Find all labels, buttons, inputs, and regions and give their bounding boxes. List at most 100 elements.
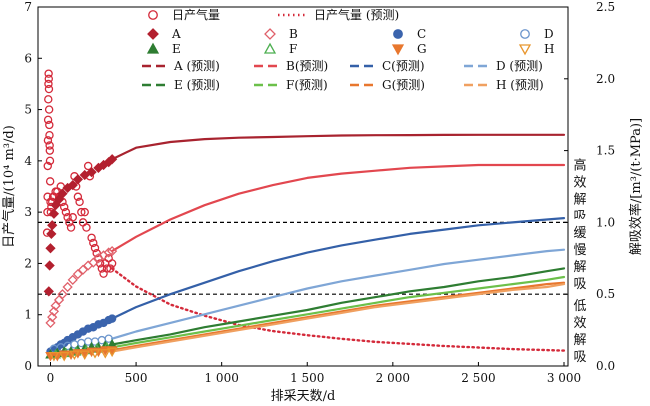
data-point-B [67, 274, 78, 285]
legend-item-H: H [518, 42, 554, 56]
data-point-daily_obs [73, 192, 83, 201]
legend-item-A: A [147, 27, 181, 41]
data-point-daily_obs [75, 197, 84, 207]
data-point-daily_obs [106, 264, 115, 273]
zone-char: 高 [573, 157, 586, 173]
legend-marker-E [146, 42, 160, 54]
legend-marker-D [520, 29, 530, 39]
legend-item-G_pred: G(预测) [350, 78, 425, 92]
y2-tick-label: 1.5 [596, 144, 615, 158]
data-point-B [47, 312, 58, 323]
zone-char: 吸 [573, 350, 586, 365]
y-tick-label: 0 [24, 359, 32, 373]
series-line-H_pred [110, 283, 566, 353]
legend-marker-F [263, 42, 277, 54]
data-point-A [44, 260, 55, 271]
data-point-G [99, 346, 111, 356]
data-point-A [57, 188, 68, 199]
axes: 0 500 1 000 1 500 2 000 2 500 3 000 0 1 2 3 4 5 6 7 0.0… [24, 0, 615, 385]
data-point-daily_obs [45, 130, 54, 140]
y-tick-label: 1 [24, 308, 32, 322]
data-point-A [47, 220, 58, 231]
series-line-F_pred [110, 275, 566, 349]
zone-char: 解 [573, 260, 586, 275]
legend-item-B_pred: B(预测) [254, 59, 328, 73]
data-point-daily_obs [102, 264, 112, 273]
series-lines [110, 133, 566, 353]
data-point-daily_obs [43, 115, 53, 125]
legend-item-E_pred: E (预测) [142, 78, 220, 92]
legend-label: A [171, 27, 181, 41]
data-point-daily_obs [66, 223, 76, 232]
legend-label: G [417, 42, 427, 56]
data-point-A [48, 208, 60, 219]
data-point-B [48, 306, 60, 317]
legend-label: 日产气量 [172, 7, 220, 22]
legend-label: B [289, 27, 298, 41]
data-point-daily_obs [43, 161, 52, 171]
legend-label: H (预测) [496, 78, 544, 92]
y2-tick-label: 0.0 [596, 359, 615, 373]
zone-char: 吸 [573, 277, 586, 292]
legend-item-A_pred: A (预测) [142, 59, 220, 73]
series-daily_obs [42, 69, 117, 278]
data-point-daily_obs [44, 105, 54, 114]
y2-tick-label: 0.5 [596, 287, 615, 301]
series-line-G_pred [110, 281, 566, 352]
series-B [45, 246, 118, 329]
data-point-daily_obs [82, 223, 91, 232]
legend-item-F: F [263, 42, 297, 56]
legend-label: F(预测) [286, 78, 328, 92]
data-point-daily_obs [63, 213, 72, 222]
legend-item-E: E [146, 42, 181, 56]
data-point-daily_obs [44, 69, 53, 78]
x-tick-label: 1 000 [204, 371, 238, 385]
data-point-daily_obs [45, 156, 55, 166]
zone-char: 效 [573, 316, 586, 331]
data-point-B [57, 289, 68, 300]
data-point-H [69, 350, 80, 361]
x-tick-label: 1 500 [290, 371, 324, 385]
zone-char: 慢 [573, 242, 586, 258]
y-tick-label: 4 [24, 154, 32, 168]
legend-label: F [289, 42, 297, 56]
legend-item-F_pred: F(预测) [254, 78, 328, 92]
data-point-B [103, 247, 114, 258]
legend-item-daily_pred: 日产气量 (预测) [278, 7, 399, 22]
legend-label: D (预测) [496, 59, 543, 73]
series-H [48, 347, 118, 362]
legend-label: C [417, 27, 426, 41]
data-point-A [46, 228, 57, 240]
x-tick-label: 2 500 [461, 371, 495, 385]
series-line-A_pred [110, 133, 566, 161]
legend-marker-G [391, 44, 405, 56]
data-point-H [106, 347, 118, 358]
legend-marker-H [518, 44, 532, 56]
zone-char: 效 [573, 175, 586, 190]
zone-char: 解 [573, 192, 586, 207]
data-point-daily_obs [45, 177, 55, 186]
data-point-daily_obs [59, 202, 69, 212]
zone-char: 解 [573, 333, 586, 348]
data-point-daily_obs [68, 213, 77, 222]
legend-marker-C [393, 29, 403, 39]
legend-item-C: C [393, 27, 426, 41]
data-point-daily_obs [92, 248, 101, 258]
legend-item-B: B [264, 27, 298, 41]
legend-label: C(预测) [382, 59, 425, 73]
x-axis-title: 排采天数/d [271, 389, 336, 404]
data-point-A [45, 243, 56, 254]
legend: 日产气量 日产气量 (预测) A B C D E F G H A (预测) B(预测) C(预测) D (… [142, 7, 554, 92]
data-point-B [77, 264, 89, 275]
y2-tick-label: 2.5 [596, 0, 615, 14]
legend-label: D [544, 27, 554, 41]
data-point-C [107, 314, 117, 323]
y2-axis-title: 解吸效率/[m³/(t·MPa)] [628, 118, 644, 255]
series-points [42, 69, 118, 362]
y2-tick-label: 1.0 [596, 215, 615, 229]
zone-char: 缓 [573, 226, 586, 241]
zone-char: 低 [573, 299, 586, 314]
legend-item-G: G [391, 42, 427, 56]
